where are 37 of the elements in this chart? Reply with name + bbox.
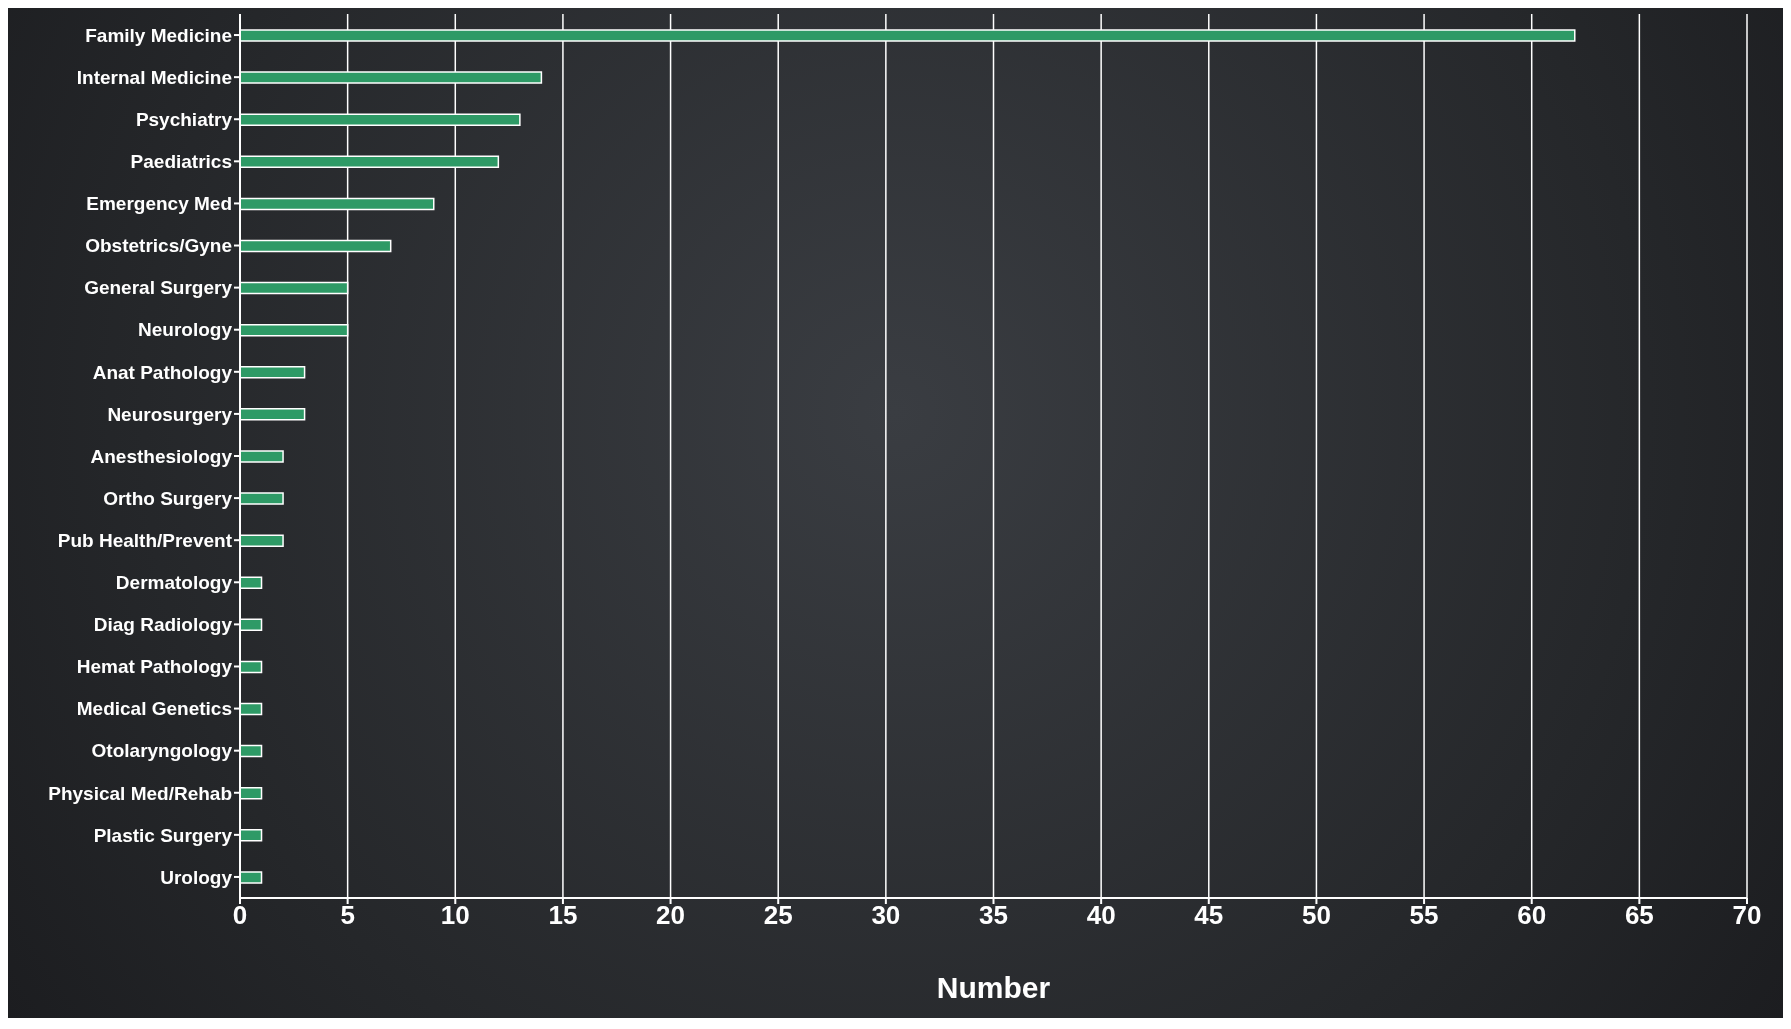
x-tick-label: 45 — [1194, 900, 1224, 931]
y-tick-label: Obstetrics/Gyne — [85, 235, 232, 257]
x-tick-label: 70 — [1732, 900, 1762, 931]
x-tick-label: 10 — [440, 900, 470, 931]
y-tick-label: Family Medicine — [85, 24, 232, 46]
x-tick-label: 15 — [548, 900, 578, 931]
x-tick-label: 25 — [763, 900, 793, 931]
y-tick-label: Diag Radiology — [93, 614, 233, 636]
y-tick-label: Otolaryngology — [91, 740, 233, 762]
y-tick-label: Anesthesiology — [90, 445, 233, 467]
y-tick-label: Anat Pathology — [92, 361, 233, 383]
x-tick-label: 40 — [1086, 900, 1116, 931]
y-tick-label: Dermatology — [115, 572, 233, 594]
x-tick-label: 65 — [1624, 900, 1654, 931]
y-tick-label: General Surgery — [84, 277, 233, 299]
y-tick-label: Ortho Surgery — [103, 487, 233, 509]
y-tick-label: Paediatrics — [130, 151, 232, 173]
x-tick-label: 60 — [1517, 900, 1547, 931]
y-tick-label: Plastic Surgery — [93, 824, 233, 846]
y-tick-label: Psychiatry — [135, 108, 233, 130]
y-tick-label: Internal Medicine — [76, 66, 232, 88]
x-tick-label: 5 — [340, 900, 355, 931]
y-tick-label: Medical Genetics — [76, 698, 232, 720]
x-tick-label: 55 — [1409, 900, 1439, 931]
y-tick-label: Neurosurgery — [107, 403, 233, 425]
x-tick-label: 35 — [979, 900, 1008, 931]
x-tick-label: 20 — [656, 900, 686, 931]
x-tick-label: 50 — [1301, 900, 1331, 931]
x-axis-title: Number — [936, 971, 1051, 1004]
y-tick-label: Pub Health/Prevent — [57, 529, 233, 551]
x-tick-label: 30 — [871, 900, 901, 931]
y-tick-label: Hemat Pathology — [76, 656, 233, 678]
y-tick-label: Urology — [160, 866, 233, 888]
y-tick-label: Emergency Med — [86, 193, 232, 215]
x-tick-label: 0 — [232, 900, 248, 931]
y-tick-label: Neurology — [138, 319, 233, 341]
y-tick-label: Physical Med/Rehab — [48, 782, 232, 804]
